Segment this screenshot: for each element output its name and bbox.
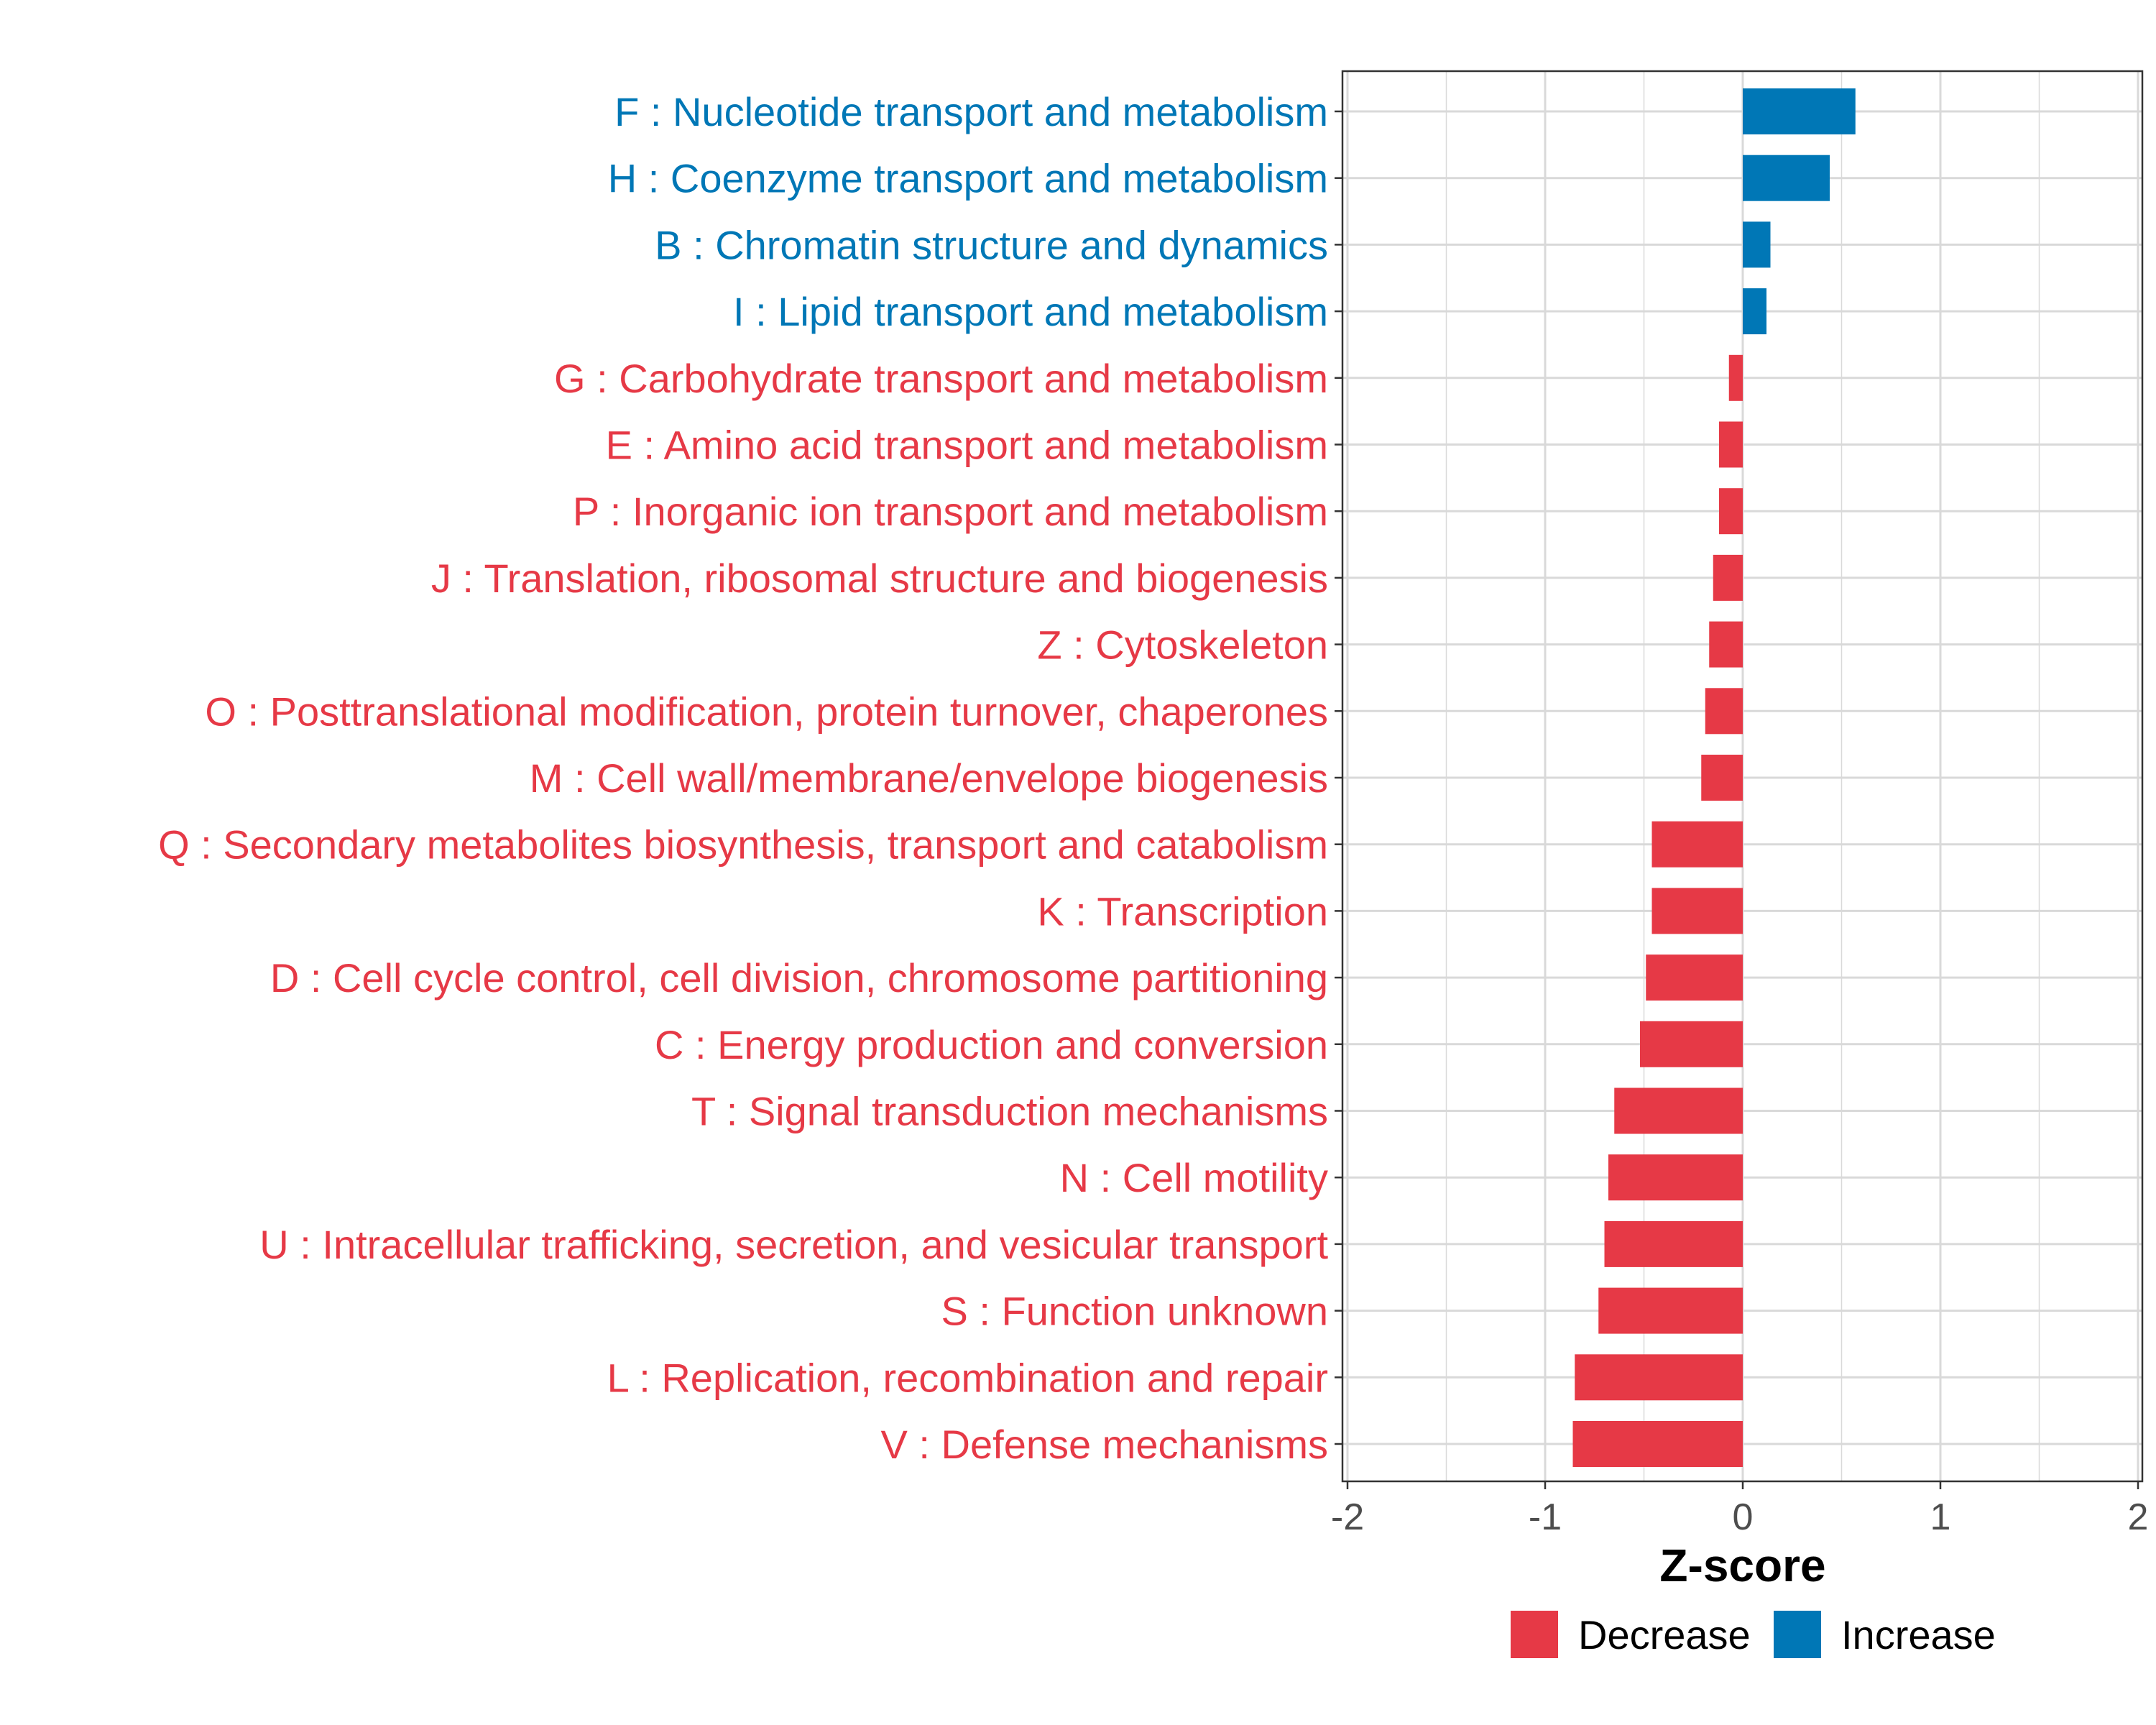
y-tick-label: V : Defense mechanisms — [881, 1422, 1328, 1467]
bar-g — [1728, 354, 1743, 401]
y-tick-label: S : Function unknown — [941, 1289, 1328, 1334]
legend-label-increase: Increase — [1841, 1612, 1996, 1657]
y-tick-label: B : Chromatin structure and dynamics — [655, 222, 1328, 267]
y-tick-label: C : Energy production and conversion — [655, 1022, 1328, 1067]
bar-m — [1701, 755, 1743, 801]
bar-e — [1719, 421, 1743, 468]
bar-o — [1705, 688, 1743, 735]
x-tick-label: 1 — [1930, 1496, 1951, 1538]
legend-key-decrease — [1511, 1611, 1558, 1658]
x-tick-label: 0 — [1733, 1496, 1754, 1538]
y-tick-label: K : Transcription — [1037, 888, 1328, 934]
bar-j — [1713, 554, 1743, 601]
y-tick-label: Z : Cytoskeleton — [1037, 622, 1328, 668]
bar-f — [1743, 88, 1856, 134]
bar-d — [1646, 954, 1743, 1001]
legend-label-decrease: Decrease — [1578, 1612, 1751, 1657]
y-tick-label: Q : Secondary metabolites biosynthesis, … — [158, 822, 1328, 868]
y-tick-label: J : Translation, ribosomal structure and… — [431, 556, 1328, 601]
legend: Decrease Increase — [1511, 1611, 1996, 1658]
y-tick-label: P : Inorganic ion transport and metaboli… — [573, 489, 1328, 534]
x-axis-tick-labels: -2 -1 0 1 2 — [1331, 1496, 2149, 1538]
y-tick-label: E : Amino acid transport and metabolism — [606, 423, 1328, 468]
y-tick-label: L : Replication, recombination and repai… — [607, 1355, 1328, 1400]
bar-n — [1608, 1154, 1743, 1201]
y-tick-label: N : Cell motility — [1060, 1155, 1328, 1200]
y-tick-label: H : Coenzyme transport and metabolism — [608, 156, 1328, 201]
bars — [1572, 88, 1856, 1467]
bar-h — [1743, 155, 1830, 201]
bar-p — [1719, 488, 1743, 535]
bar-i — [1743, 288, 1766, 335]
y-tick-label: O : Posttranslational modification, prot… — [205, 689, 1328, 734]
bar-k — [1651, 888, 1743, 934]
x-tick-label: 2 — [2128, 1496, 2149, 1538]
bar-s — [1598, 1287, 1743, 1334]
y-tick-label: F : Nucleotide transport and metabolism — [614, 89, 1328, 134]
x-tick-label: -1 — [1529, 1496, 1562, 1538]
y-tick-label: U : Intracellular trafficking, secretion… — [259, 1222, 1328, 1267]
bar-t — [1614, 1087, 1743, 1134]
legend-key-increase — [1774, 1611, 1821, 1658]
bar-c — [1640, 1021, 1743, 1067]
bar-v — [1572, 1421, 1743, 1467]
y-axis-ticks — [1335, 110, 1342, 1445]
y-tick-label: T : Signal transduction mechanisms — [691, 1089, 1328, 1134]
y-tick-label: G : Carbohydrate transport and metabolis… — [554, 356, 1328, 401]
x-tick-label: -2 — [1331, 1496, 1364, 1538]
x-axis-ticks — [1346, 1481, 2139, 1489]
bar-q — [1651, 821, 1743, 868]
x-axis-title: Z-score — [1659, 1540, 1825, 1591]
y-tick-label: D : Cell cycle control, cell division, c… — [270, 955, 1328, 1000]
bar-l — [1575, 1354, 1743, 1401]
bar-b — [1743, 221, 1771, 268]
y-axis-labels: F : Nucleotide transport and metabolism H… — [158, 89, 1328, 1467]
y-tick-label: I : Lipid transport and metabolism — [733, 289, 1328, 334]
y-tick-label: M : Cell wall/membrane/envelope biogenes… — [530, 755, 1328, 801]
bar-z — [1709, 621, 1743, 668]
bar-u — [1604, 1220, 1743, 1267]
